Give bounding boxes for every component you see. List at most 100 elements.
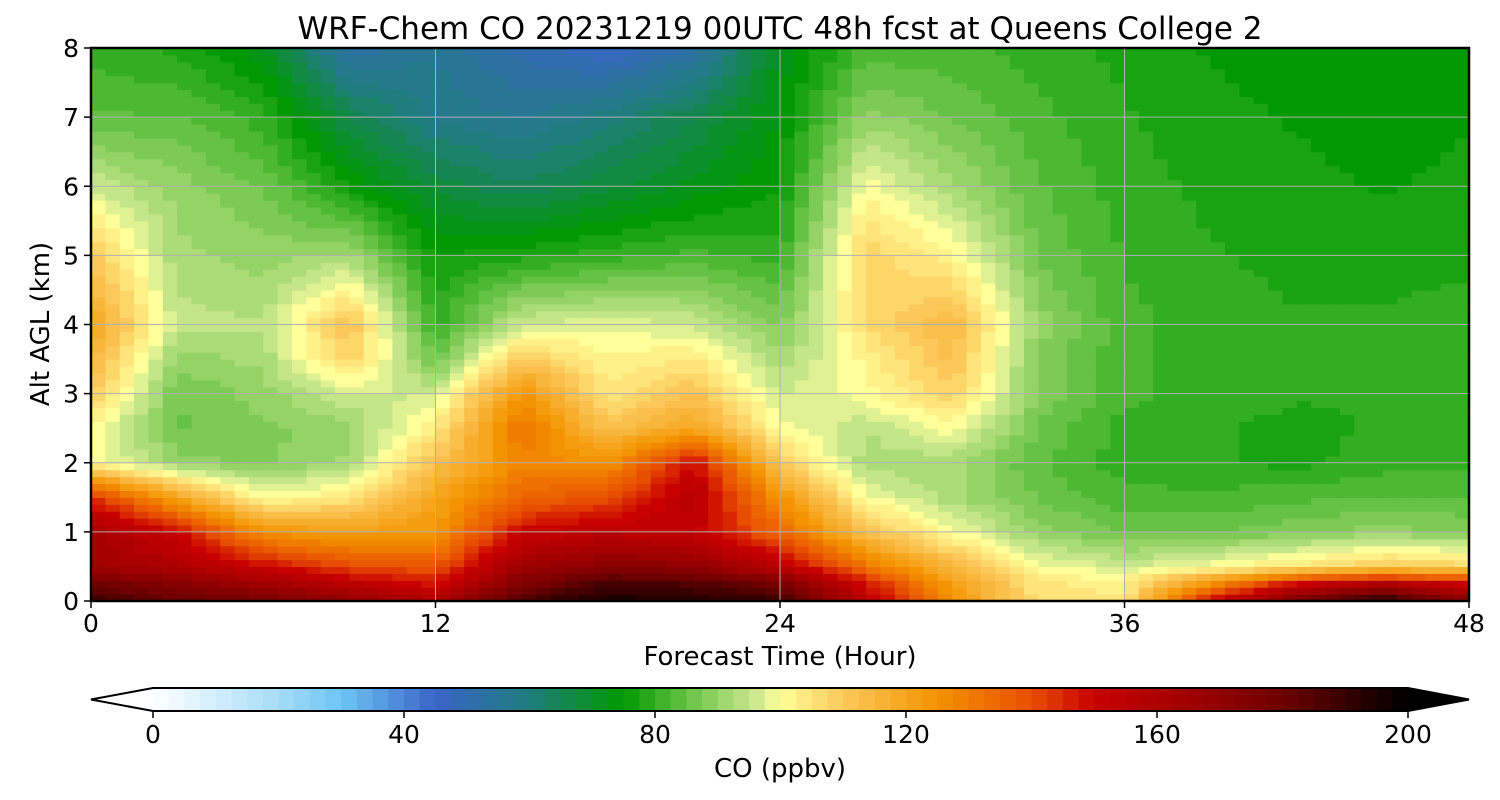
heat-cell (148, 289, 164, 298)
heat-cell (1339, 338, 1355, 346)
heat-cell (1454, 428, 1469, 436)
heat-cell (1196, 317, 1212, 326)
heat-cell (1311, 545, 1327, 554)
heat-cell (923, 573, 939, 581)
heat-cell (650, 296, 666, 305)
heat-cell (665, 414, 681, 422)
heat-cell (378, 462, 394, 471)
heat-cell (923, 276, 939, 284)
heat-cell (119, 296, 135, 305)
heat-cell (435, 531, 451, 540)
heat-cell (1368, 248, 1384, 256)
heat-cell (693, 448, 709, 457)
heat-cell (995, 518, 1011, 526)
heat-cell (119, 234, 135, 243)
heat-cell (105, 559, 121, 568)
heat-cell (1095, 504, 1111, 512)
heat-cell (780, 352, 795, 360)
heat-cell (349, 372, 365, 381)
heat-cell (1153, 386, 1169, 395)
heat-cell (535, 490, 551, 498)
heat-cell (248, 594, 264, 601)
heat-cell (205, 255, 221, 263)
heat-cell (1253, 372, 1269, 381)
heat-cell (866, 594, 882, 601)
heat-cell (1339, 331, 1355, 339)
heat-cell (607, 442, 623, 450)
heat-cell (177, 587, 193, 595)
heat-cell (1138, 400, 1154, 409)
heat-cell (134, 580, 150, 588)
heat-cell (1253, 448, 1269, 457)
heat-cell (751, 504, 767, 512)
heat-cell (1067, 580, 1083, 588)
heat-cell (478, 518, 494, 526)
heat-cell (780, 365, 795, 374)
heat-cell (492, 552, 508, 561)
heat-cell (650, 538, 666, 547)
heat-cell (636, 269, 652, 277)
heat-cell (1339, 538, 1355, 547)
heat-cell (1210, 428, 1226, 436)
heat-cell (421, 421, 437, 429)
heat-cell (794, 393, 810, 402)
heat-cell (837, 289, 853, 298)
heat-cell (1052, 317, 1068, 326)
heat-cell (708, 455, 724, 464)
heat-cell (593, 262, 609, 270)
heat-cell (435, 386, 451, 395)
heat-cell (191, 393, 207, 402)
heat-cell (866, 407, 882, 415)
heat-cell (1339, 289, 1355, 298)
heat-cell (665, 269, 681, 277)
heat-cell (966, 365, 982, 374)
heat-cell (650, 421, 666, 429)
heat-cell (119, 303, 135, 312)
heat-cell (622, 421, 638, 429)
heat-cell (564, 414, 580, 422)
heat-cell (851, 428, 867, 436)
heat-cell (535, 338, 551, 346)
heat-cell (550, 324, 566, 333)
heat-cell (650, 262, 666, 270)
heat-cell (995, 587, 1011, 595)
heat-cell (880, 524, 896, 533)
heat-cell (478, 511, 494, 519)
heat-cell (980, 276, 996, 284)
heat-cell (823, 587, 839, 595)
heat-cell (1095, 524, 1111, 533)
heat-cell (363, 241, 379, 250)
heat-cell (1354, 414, 1370, 422)
heat-cell (1239, 469, 1255, 478)
heat-cell (277, 276, 293, 284)
heat-cell (205, 262, 221, 270)
heat-cell (134, 566, 150, 574)
heat-cell (1110, 462, 1126, 471)
heat-cell (1296, 448, 1312, 457)
heat-cell (923, 462, 939, 471)
heat-cell (1067, 296, 1083, 305)
heat-cell (665, 289, 681, 298)
heat-cell (535, 545, 551, 554)
heat-cell (263, 594, 279, 601)
heat-cell (492, 462, 508, 471)
heat-cell (995, 504, 1011, 512)
heat-cell (1224, 241, 1240, 250)
heat-cell (205, 442, 221, 450)
heat-cell (521, 289, 537, 298)
heat-cell (636, 359, 652, 367)
heat-cell (492, 524, 508, 533)
heat-cell (378, 414, 394, 422)
heat-cell (1325, 269, 1341, 277)
heat-cell (1024, 289, 1039, 298)
heat-cell (220, 448, 236, 457)
heat-cell (693, 469, 709, 478)
heat-cell (148, 283, 164, 291)
heat-cell (349, 345, 365, 353)
heat-cell (693, 352, 709, 360)
heat-cell (866, 331, 882, 339)
heat-cell (808, 580, 824, 588)
heat-cell (335, 462, 350, 471)
heat-cell (1382, 483, 1398, 491)
heat-cell (1354, 573, 1370, 581)
